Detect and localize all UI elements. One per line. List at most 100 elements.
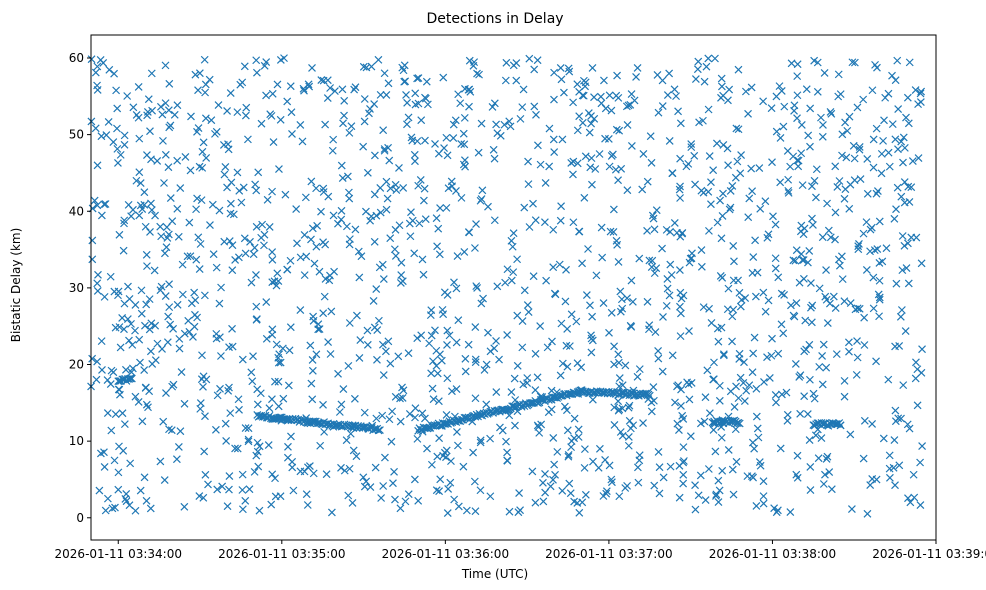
detection-marker	[165, 79, 174, 88]
detection-marker	[516, 114, 525, 123]
detection-marker	[283, 265, 292, 274]
plot-frame	[90, 34, 937, 541]
detection-marker	[548, 337, 556, 346]
detection-marker	[697, 262, 706, 271]
detection-marker	[770, 504, 779, 513]
detection-marker	[401, 77, 410, 86]
detection-marker	[771, 254, 780, 263]
detection-marker	[569, 218, 578, 227]
detection-marker	[338, 174, 347, 183]
detection-marker	[624, 441, 633, 450]
detection-marker	[557, 75, 566, 84]
detection-marker	[772, 398, 780, 407]
detection-marker	[647, 158, 656, 167]
detection-marker	[586, 301, 594, 310]
detection-marker	[326, 350, 335, 358]
detection-marker	[420, 184, 429, 193]
detection-marker	[346, 429, 355, 438]
detection-marker	[808, 301, 817, 310]
detection-marker	[734, 125, 743, 134]
detection-marker	[88, 236, 97, 245]
detection-marker	[350, 85, 359, 94]
detection-marker	[596, 92, 605, 101]
detection-marker	[148, 106, 157, 115]
detection-marker	[605, 162, 614, 171]
detection-marker	[252, 271, 260, 279]
detection-marker	[875, 293, 884, 302]
detection-marker	[819, 120, 827, 129]
detection-marker	[872, 189, 881, 198]
detection-marker	[283, 97, 292, 106]
detection-marker	[869, 163, 878, 172]
detection-marker	[305, 462, 314, 470]
detection-marker	[119, 246, 128, 255]
detection-marker	[507, 388, 516, 397]
detection-marker	[612, 125, 621, 134]
detection-marker	[564, 452, 573, 461]
detection-marker	[472, 220, 480, 228]
detection-marker	[556, 216, 565, 225]
detection-marker	[556, 64, 565, 72]
detection-marker	[531, 216, 540, 225]
detection-marker	[570, 414, 579, 423]
detection-marker	[404, 113, 413, 122]
detection-marker	[610, 403, 619, 412]
detection-marker	[704, 105, 713, 114]
detection-marker	[728, 337, 736, 346]
detection-marker	[199, 493, 208, 502]
detection-marker	[161, 61, 170, 70]
detection-marker	[635, 365, 644, 374]
detection-marker	[153, 156, 162, 165]
detection-marker	[912, 358, 920, 367]
detection-marker	[337, 161, 346, 170]
detection-marker	[608, 478, 616, 487]
detection-marker	[696, 471, 705, 480]
detection-marker	[258, 220, 267, 229]
detection-marker	[627, 142, 636, 150]
detection-marker	[813, 87, 822, 96]
detection-marker	[147, 319, 156, 328]
detection-marker	[714, 337, 723, 346]
detection-marker	[856, 175, 865, 184]
detection-marker	[588, 312, 597, 321]
detection-marker	[676, 119, 685, 128]
detection-marker	[818, 233, 827, 242]
detection-marker	[244, 424, 253, 433]
detection-marker	[405, 219, 414, 228]
detection-marker	[885, 473, 894, 482]
detection-marker	[550, 68, 559, 77]
detection-marker	[624, 433, 633, 441]
detection-marker	[454, 90, 463, 99]
detection-marker	[443, 326, 452, 335]
detection-marker	[743, 472, 752, 481]
detection-marker	[308, 355, 317, 364]
detection-marker	[212, 329, 221, 338]
detection-marker	[389, 479, 397, 488]
detection-marker	[461, 162, 470, 171]
detection-marker	[524, 308, 533, 316]
detection-marker	[574, 425, 583, 434]
detection-marker	[288, 130, 296, 138]
detection-marker	[897, 414, 905, 423]
detection-marker	[602, 489, 611, 498]
detection-marker	[735, 355, 744, 363]
detection-marker	[226, 199, 235, 208]
detection-marker	[147, 206, 156, 214]
detection-marker	[120, 216, 129, 225]
detection-marker	[549, 225, 558, 234]
detection-marker	[897, 306, 906, 314]
detection-marker	[238, 78, 247, 87]
detection-marker	[101, 506, 110, 515]
detection-marker	[262, 298, 271, 306]
detection-marker	[617, 388, 626, 397]
detection-marker	[588, 395, 597, 404]
detection-marker	[533, 421, 542, 430]
detection-marker	[131, 506, 140, 515]
y-tick-label: 60	[69, 51, 84, 65]
detection-marker	[718, 466, 727, 475]
detection-marker	[550, 148, 559, 156]
detection-marker	[700, 417, 709, 426]
detection-marker	[545, 162, 554, 171]
detection-marker	[434, 397, 443, 406]
detection-marker	[443, 509, 452, 517]
